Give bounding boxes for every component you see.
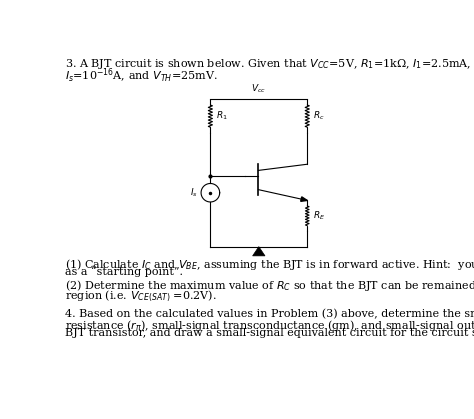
Text: $I_s$=10$^{-16}$A, and $V_{TH}$=25mV.: $I_s$=10$^{-16}$A, and $V_{TH}$=25mV.	[65, 67, 218, 85]
Polygon shape	[301, 197, 307, 202]
Text: 3. A BJT circuit is shown below. Given that $V_{CC}$=5V, $R_1$=1kΩ, $I_1$=2.5mA,: 3. A BJT circuit is shown below. Given t…	[65, 57, 474, 72]
Text: as a “starting point”.: as a “starting point”.	[65, 266, 183, 277]
Text: region (i.e. $V_{CE(SAT)}$ =0.2V).: region (i.e. $V_{CE(SAT)}$ =0.2V).	[65, 288, 217, 304]
Text: $R_c$: $R_c$	[313, 110, 324, 122]
Text: $V_{cc}$: $V_{cc}$	[251, 83, 266, 95]
Polygon shape	[253, 247, 265, 256]
Text: $R_E$: $R_E$	[313, 210, 325, 222]
Text: $R_1$: $R_1$	[216, 110, 228, 122]
Text: 4. Based on the calculated values in Problem (3) above, determine the small-sign: 4. Based on the calculated values in Pro…	[65, 308, 474, 319]
Text: (2) Determine the maximum value of $R_C$ so that the BJT can be remained in the : (2) Determine the maximum value of $R_C$…	[65, 278, 474, 293]
Text: (1) Calculate $I_C$ and $V_{BE}$, assuming the BJT is in forward active. Hint:  : (1) Calculate $I_C$ and $V_{BE}$, assumi…	[65, 257, 474, 272]
Text: BJT transistor, and draw a small-signal equivalent circuit for the circuit shown: BJT transistor, and draw a small-signal …	[65, 328, 474, 338]
Text: resistance ($r_{π}$), small-signal transconductance (gm), and small-signal outpu: resistance ($r_{π}$), small-signal trans…	[65, 318, 474, 333]
Text: $I_s$: $I_s$	[190, 186, 198, 199]
